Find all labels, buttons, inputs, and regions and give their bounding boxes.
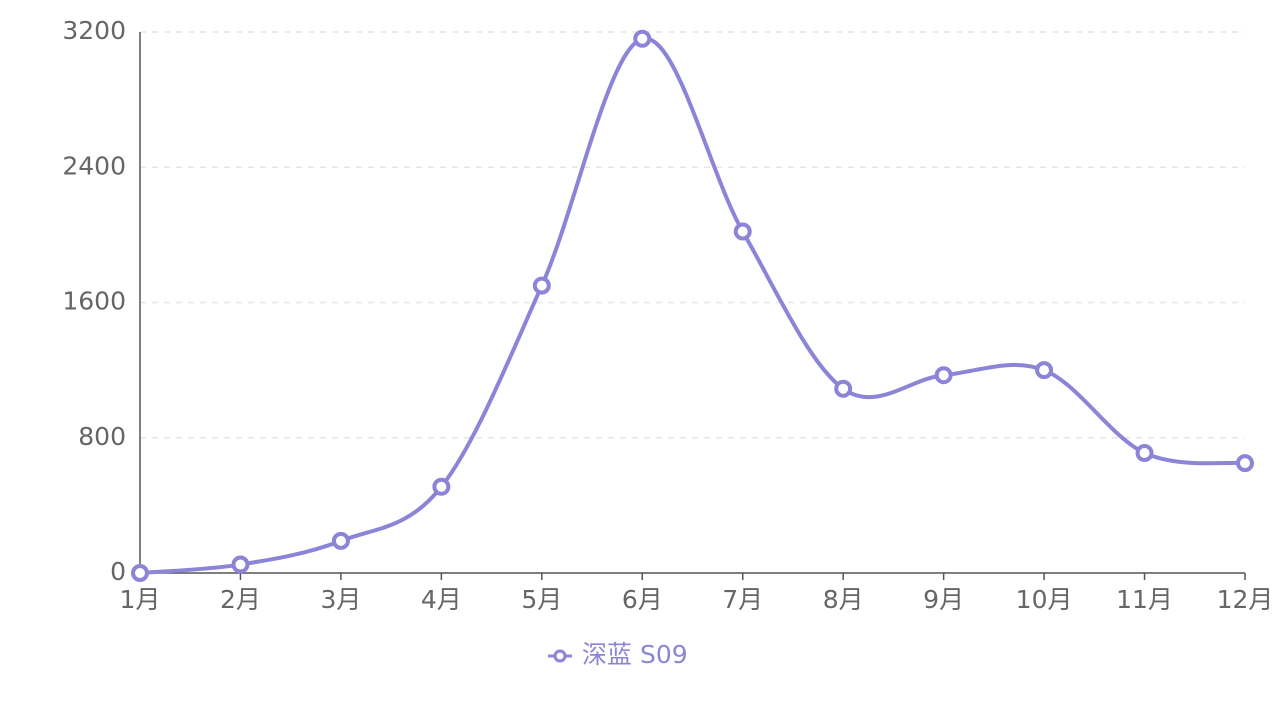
x-tick-label: 1月 <box>120 585 161 614</box>
y-tick-label: 0 <box>110 557 126 586</box>
point <box>432 477 451 496</box>
y-tick-label: 800 <box>78 422 126 451</box>
point <box>834 379 853 398</box>
y-tick-label: 1600 <box>62 287 126 316</box>
x-tick-label: 10月 <box>1016 585 1073 614</box>
legend-label: 深蓝 S09 <box>582 640 688 669</box>
legend-marker <box>553 649 567 663</box>
x-tick-label: 7月 <box>722 585 763 614</box>
y-tick-label: 3200 <box>62 16 126 45</box>
point <box>1035 361 1054 380</box>
point <box>331 531 350 550</box>
point <box>934 366 953 385</box>
x-tick-label: 11月 <box>1116 585 1173 614</box>
x-tick-label: 3月 <box>320 585 361 614</box>
point <box>131 564 149 582</box>
point <box>733 222 752 241</box>
point <box>1135 443 1154 462</box>
point <box>532 276 551 295</box>
point <box>1236 454 1254 473</box>
x-tick-label: 6月 <box>622 585 663 614</box>
x-tick-label: 12月 <box>1217 585 1274 614</box>
line <box>139 36 1246 575</box>
x-tick-label: 4月 <box>421 585 462 614</box>
x-tick-label: 2月 <box>220 585 261 614</box>
x-tick-label: 9月 <box>923 585 964 614</box>
y-tick-label: 2400 <box>62 151 126 180</box>
x-tick-label: 8月 <box>823 585 864 614</box>
x-tick-label: 5月 <box>521 585 562 614</box>
point <box>633 29 652 48</box>
point <box>231 555 250 574</box>
